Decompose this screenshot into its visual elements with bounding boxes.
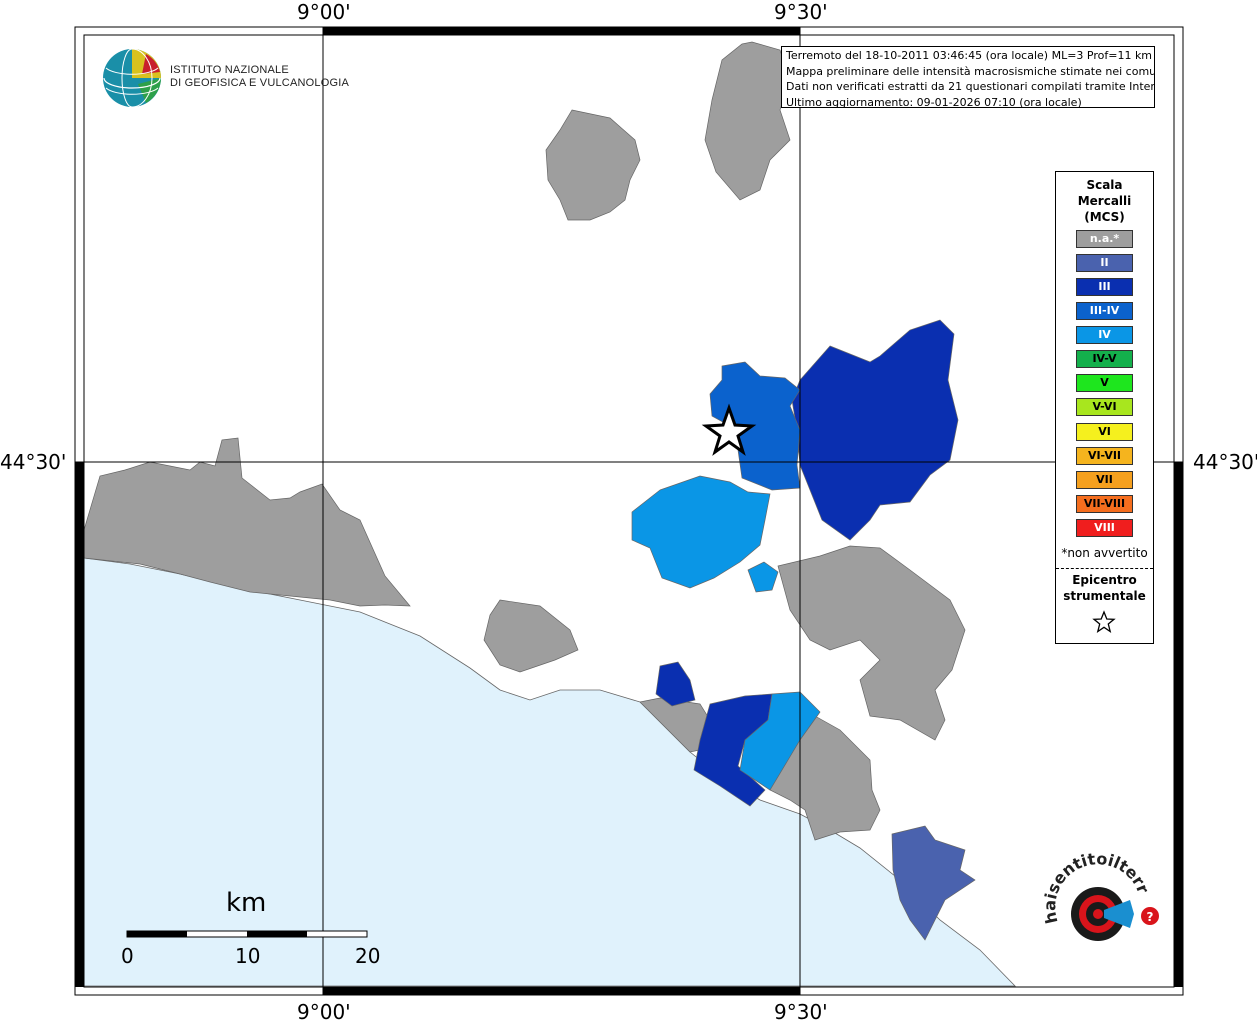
scale-tick-0: 0 bbox=[121, 944, 134, 968]
bottom-tick-9-30: 9°30' bbox=[774, 1000, 828, 1024]
scale-bar-title: km bbox=[226, 888, 267, 918]
top-tick-9-30: 9°30' bbox=[774, 0, 828, 24]
region-na-mid bbox=[483, 599, 579, 673]
right-tick-44-30: 44°30' bbox=[1193, 450, 1257, 474]
legend-title-line-3: (MCS) bbox=[1084, 210, 1125, 224]
ingv-globe-icon bbox=[103, 48, 161, 108]
logo-megaphone bbox=[1104, 900, 1134, 928]
event-info-line-4: Ultimo aggiornamento: 09-01-2026 07:10 (… bbox=[786, 95, 1082, 108]
event-info-line-3: Dati non verificati estratti da 21 quest… bbox=[786, 80, 1155, 93]
legend-star-icon bbox=[1092, 610, 1116, 633]
region-intensity-ii bbox=[891, 825, 976, 941]
intensity-legend: Scala Mercalli (MCS) n.a.* II III III-IV… bbox=[1055, 171, 1154, 644]
region-intensity-iv-1 bbox=[631, 475, 771, 589]
legend-epicenter-line-2: strumentale bbox=[1063, 589, 1146, 603]
legend-divider bbox=[1056, 568, 1153, 569]
scale-tick-20: 20 bbox=[355, 944, 381, 968]
region-na-coast bbox=[83, 437, 411, 607]
region-na-north-1 bbox=[545, 109, 641, 221]
institute-line-1: ISTITUTO NAZIONALE bbox=[170, 64, 289, 76]
legend-epicenter-line-1: Epicentro bbox=[1072, 573, 1137, 587]
event-info-line-1: Terremoto del 18-10-2011 03:46:45 (ora l… bbox=[786, 49, 1153, 62]
epicenter-star bbox=[701, 403, 757, 456]
region-intensity-iii-south-1 bbox=[655, 661, 696, 707]
logo-question-mark: ? bbox=[1147, 910, 1154, 924]
scale-bar-seg-1 bbox=[127, 931, 187, 937]
event-info-line-2: Mappa preliminare delle intensità macros… bbox=[786, 64, 1155, 78]
legend-item-iv: IV bbox=[1076, 326, 1133, 344]
region-na-south-2 bbox=[769, 715, 881, 841]
region-intensity-iv-2 bbox=[747, 561, 779, 593]
haisentito-logo: ? haisentitoilterremoto.it www bbox=[1038, 852, 1159, 941]
legend-title-line-1: Scala bbox=[1086, 178, 1123, 192]
legend-item-viii: VIII bbox=[1076, 519, 1133, 537]
legend-item-vi: VI bbox=[1076, 423, 1133, 441]
legend-epicenter-label: Epicentro strumentale bbox=[1056, 572, 1153, 604]
logo-center-dot bbox=[1093, 909, 1103, 919]
right-frame-bar bbox=[1174, 462, 1183, 987]
legend-item-vii-viii: VII-VIII bbox=[1076, 495, 1133, 513]
left-frame-bar bbox=[75, 462, 84, 987]
legend-item-v: V bbox=[1076, 374, 1133, 392]
bottom-tick-9-00: 9°00' bbox=[297, 1000, 351, 1024]
institute-name: ISTITUTO NAZIONALE DI GEOFISICA E VULCAN… bbox=[170, 64, 349, 90]
legend-item-iii: III bbox=[1076, 278, 1133, 296]
legend-item-vii: VII bbox=[1076, 471, 1133, 489]
scale-tick-10: 10 bbox=[235, 944, 261, 968]
legend-title: Scala Mercalli (MCS) bbox=[1056, 177, 1153, 225]
legend-item-iii-iv: III-IV bbox=[1076, 302, 1133, 320]
legend-item-iv-v: IV-V bbox=[1076, 350, 1133, 368]
institute-line-2: DI GEOFISICA E VULCANOLOGIA bbox=[170, 77, 349, 89]
legend-note: *non avvertito bbox=[1061, 546, 1148, 560]
legend-item-v-vi: V-VI bbox=[1076, 398, 1133, 416]
left-tick-44-30: 44°30' bbox=[0, 450, 67, 474]
top-frame-bar bbox=[323, 27, 800, 35]
legend-item-ii: II bbox=[1076, 254, 1133, 272]
scale-bar-seg-3 bbox=[247, 931, 307, 937]
legend-item-na: n.a.* bbox=[1076, 230, 1133, 248]
logo-question-badge bbox=[1141, 907, 1159, 925]
legend-title-line-2: Mercalli bbox=[1077, 194, 1132, 208]
top-tick-9-00: 9°00' bbox=[297, 0, 351, 24]
bottom-frame-bar bbox=[323, 987, 800, 995]
region-na-east bbox=[777, 545, 966, 741]
legend-item-vi-vii: VI-VII bbox=[1076, 447, 1133, 465]
event-info-box: Terremoto del 18-10-2011 03:46:45 (ora l… bbox=[781, 46, 1155, 108]
